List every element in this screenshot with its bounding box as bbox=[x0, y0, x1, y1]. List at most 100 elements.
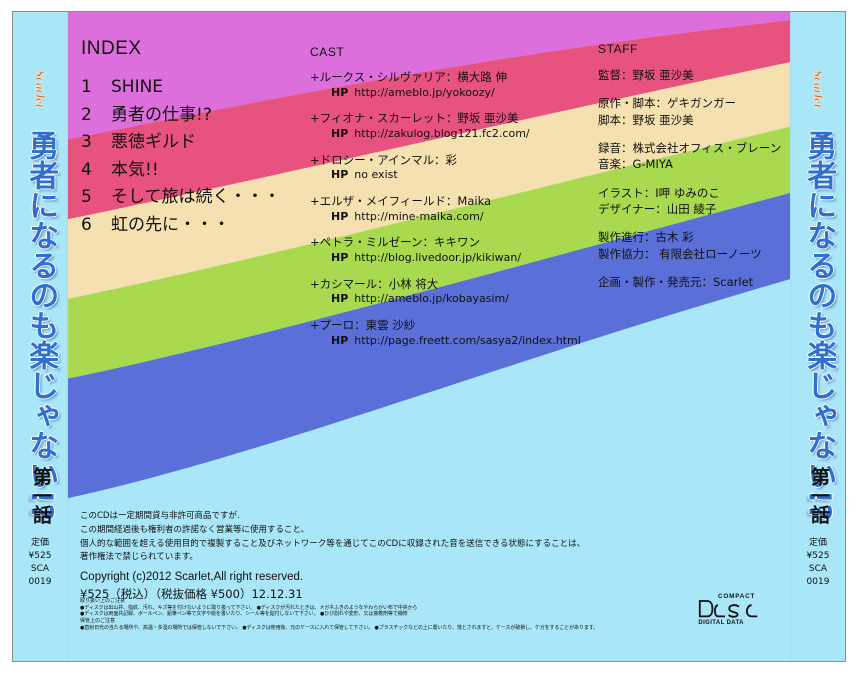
cast-role-name: +ルークス・シルヴァリア：横大路 伸 bbox=[310, 70, 507, 84]
staff-group: 録音：株式会社オフィス・ブレーン 音楽：G-MIYA bbox=[598, 140, 838, 173]
cast-homepage: HP http://blog.livedoor.jp/kikiwan/ bbox=[310, 251, 610, 266]
copyright-line: Copyright (c)2012 Scarlet,All right rese… bbox=[80, 571, 304, 584]
price-line: ¥525（税込）（税抜価格 ¥500）12.12.31 bbox=[80, 587, 303, 602]
index-track-title: そして旅は続く・・・ bbox=[111, 187, 281, 208]
spine-title-left: 勇者になるのも楽じゃない!? bbox=[23, 130, 59, 522]
cast-hp-url[interactable]: http://zakulog.blog121.fc2.com/ bbox=[354, 126, 530, 140]
spine-volume-left: 第一話 bbox=[29, 467, 52, 524]
cast-entry: +プーロ：東雲 沙紗 HP http://page.freett.com/sasy… bbox=[310, 318, 610, 348]
staff-credit-line: 原作・脚本：ゲキガンガー bbox=[598, 96, 736, 111]
band-cream bbox=[67, 62, 791, 300]
spine-price-value: ¥525 bbox=[28, 551, 52, 562]
cast-role-name: +プーロ：東雲 沙紗 bbox=[310, 318, 416, 333]
cast-hp-label: HP bbox=[331, 126, 349, 140]
spine-catalog-number: 0019 bbox=[806, 577, 830, 588]
index-track-number: 5 bbox=[81, 187, 92, 208]
index-track-row: 5 そして旅は続く・・・ bbox=[81, 184, 296, 212]
jacket-content: INDEX 1 SHINE 2 勇者の仕事!? 3 悪徳ギルド 4 本気!! 5… bbox=[67, 12, 791, 661]
cast-hp-url[interactable]: http://ameblo.jp/kobayasim/ bbox=[354, 292, 509, 306]
cast-homepage: HP http://ameblo.jp/yokoozy/ bbox=[310, 86, 610, 101]
cast-homepage: HP http://zakulog.blog121.fc2.com/ bbox=[310, 127, 610, 142]
staff-credit-line: 監督：野坂 亜沙美 bbox=[598, 68, 694, 82]
cast-column: CAST +ルークス・シルヴァリア：横大路 伸 HP http://ameblo.… bbox=[310, 45, 610, 360]
cast-hp-url[interactable]: http://blog.livedoor.jp/kikiwan/ bbox=[354, 250, 522, 264]
cast-entry: +フィオナ・スカーレット：野坂 亜沙美 HP http://zakulog.blo… bbox=[310, 111, 610, 141]
spine-price-value: ¥525 bbox=[806, 551, 830, 562]
cast-homepage: HP http://page.freett.com/sasya2/index.ht… bbox=[310, 334, 610, 349]
index-track-number: 6 bbox=[81, 214, 92, 235]
staff-group: 原作・脚本：ゲキガンガー 脚本：野坂 亜沙美 bbox=[598, 95, 838, 128]
band-green bbox=[67, 126, 791, 379]
index-track-row: 4 本気!! bbox=[81, 157, 296, 185]
index-track-row: 1 SHINE bbox=[81, 74, 296, 102]
staff-credit-line: 音楽：G-MIYA bbox=[598, 157, 673, 172]
legal-notice-block: このCDは一定期間貸与非許可商品ですが. この期間経過後も権利者の許諾なく営業等… bbox=[80, 510, 780, 604]
handling-caution-block: 取り扱い上のご注意 ●ディスクは出山井、指紋、汚れ、キズ等を付けないように取り扱… bbox=[80, 598, 770, 631]
band-crimson bbox=[67, 20, 791, 220]
staff-credit-line: イラスト：I呷 ゆみのこ bbox=[598, 185, 720, 200]
staff-credit-line: 録音：株式会社オフィス・ブレーン bbox=[598, 140, 782, 155]
cast-entry: +エルザ・メイフィールド：Maika HP http://mine-maika.c… bbox=[310, 194, 610, 224]
staff-credit-line: 脚本：野坂 亜沙美 bbox=[598, 112, 694, 127]
staff-credit-line: 製作進行：古木 彩 bbox=[598, 230, 694, 245]
rainbow-band-artwork bbox=[67, 12, 791, 661]
index-track-title: 本気!! bbox=[111, 159, 159, 180]
index-track-title: 悪徳ギルド bbox=[111, 132, 196, 153]
svg-text:DIGITAL DATA: DIGITAL DATA bbox=[698, 620, 744, 625]
spine-price-block-right: 定価 ¥525 SCA 0019 bbox=[791, 537, 845, 589]
caution-line: ●直射日光の当たる場所や、高温・多湿の場所では保管しないで下さい。 ●ディスクは… bbox=[80, 624, 599, 631]
index-track-row: 3 悪徳ギルド bbox=[81, 129, 296, 157]
legal-line: 個人的な範囲を超える使用目的で複製すること及びネットワーク等を通じてこのCDに収… bbox=[80, 538, 586, 549]
legal-line: この期間経過後も権利者の許諾なく営業等に使用すること、 bbox=[80, 524, 310, 535]
cast-homepage: HP no exist bbox=[310, 168, 610, 183]
cast-hp-label: HP bbox=[331, 209, 349, 223]
cast-hp-label: HP bbox=[331, 292, 349, 306]
spine-price-label: 定価 bbox=[808, 538, 827, 548]
spine-brand-logo-right: Scarlet bbox=[811, 70, 826, 108]
cast-entry: +ドロシー・アインマル：彩 HP no exist bbox=[310, 153, 610, 183]
cast-homepage: HP http://mine-maika.com/ bbox=[310, 210, 610, 225]
cast-role-name: +ペトラ・ミルゼーン：キキワン bbox=[310, 235, 481, 250]
staff-group: 製作進行：古木 彩 製作協力： 有限会社ローノーツ bbox=[598, 229, 838, 262]
cast-role-name: +ドロシー・アインマル：彩 bbox=[310, 152, 458, 167]
staff-column: STAFF 監督：野坂 亜沙美 原作・脚本：ゲキガンガー 脚本：野坂 亜沙美 録… bbox=[598, 42, 838, 302]
index-track-number: 1 bbox=[81, 77, 92, 97]
spine-price-label: 定価 bbox=[30, 538, 49, 548]
index-heading: INDEX bbox=[81, 38, 142, 59]
index-track-number: 2 bbox=[81, 104, 92, 125]
index-track-number: 3 bbox=[81, 132, 92, 153]
index-track-title: SHINE bbox=[111, 77, 164, 97]
cast-homepage: HP http://ameblo.jp/kobayasim/ bbox=[310, 292, 610, 307]
cast-hp-label: HP bbox=[331, 333, 349, 347]
staff-heading: STAFF bbox=[598, 42, 639, 56]
spine-catalog-prefix: SCA bbox=[30, 564, 50, 575]
cast-hp-url[interactable]: http://page.freett.com/sasya2/index.html bbox=[354, 333, 581, 347]
cast-heading: CAST bbox=[310, 45, 345, 59]
band-magenta bbox=[67, 12, 791, 140]
cast-hp-url: no exist bbox=[354, 168, 398, 182]
cast-entry: +ルークス・シルヴァリア：横大路 伸 HP http://ameblo.jp/yo… bbox=[310, 70, 610, 100]
index-track-row: 2 勇者の仕事!? bbox=[81, 102, 296, 130]
staff-group: 企画・製作・発売元：Scarlet bbox=[598, 274, 838, 290]
index-column: INDEX 1 SHINE 2 勇者の仕事!? 3 悪徳ギルド 4 本気!! 5… bbox=[81, 38, 296, 239]
svg-text:COMPACT: COMPACT bbox=[718, 593, 755, 600]
caution-line: ●ディスクは出山井、指紋、汚れ、キズ等を付けないように取り扱って下さい。 ●ディ… bbox=[80, 604, 418, 611]
staff-group: イラスト：I呷 ゆみのこ デザイナー：山田 綾子 bbox=[598, 185, 838, 218]
spine-right: Scarlet 勇者になるのも楽じゃない!? 第一話 定価 ¥525 SCA 0… bbox=[790, 12, 845, 661]
cast-hp-url[interactable]: http://ameblo.jp/yokoozy/ bbox=[354, 85, 495, 99]
cast-role-name: +フィオナ・スカーレット：野坂 亜沙美 bbox=[310, 111, 519, 126]
index-track-title: 勇者の仕事!? bbox=[111, 104, 212, 125]
cast-hp-label: HP bbox=[331, 85, 349, 99]
staff-credit-line: デザイナー：山田 綾子 bbox=[598, 201, 717, 216]
band-blue bbox=[67, 192, 791, 499]
legal-line: 著作権法で禁じられています。 bbox=[80, 552, 198, 563]
spine-left: Scarlet 勇者になるのも楽じゃない!? 第一話 定価 ¥525 SCA 0… bbox=[13, 12, 68, 661]
cast-entry: +カシマール：小林 将大 HP http://ameblo.jp/kobayasi… bbox=[310, 277, 610, 307]
caution-heading: 取り扱い上のご注意 bbox=[80, 598, 126, 604]
spine-volume-right: 第一話 bbox=[807, 467, 830, 524]
cast-entry: +ペトラ・ミルゼーン：キキワン HP http://blog.livedoor.j… bbox=[310, 235, 610, 265]
spine-catalog-prefix: SCA bbox=[808, 564, 828, 575]
spine-title-right: 勇者になるのも楽じゃない!? bbox=[801, 130, 837, 522]
legal-line: このCDは一定期間貸与非許可商品ですが. bbox=[80, 511, 240, 521]
cast-hp-url[interactable]: http://mine-maika.com/ bbox=[354, 209, 484, 223]
